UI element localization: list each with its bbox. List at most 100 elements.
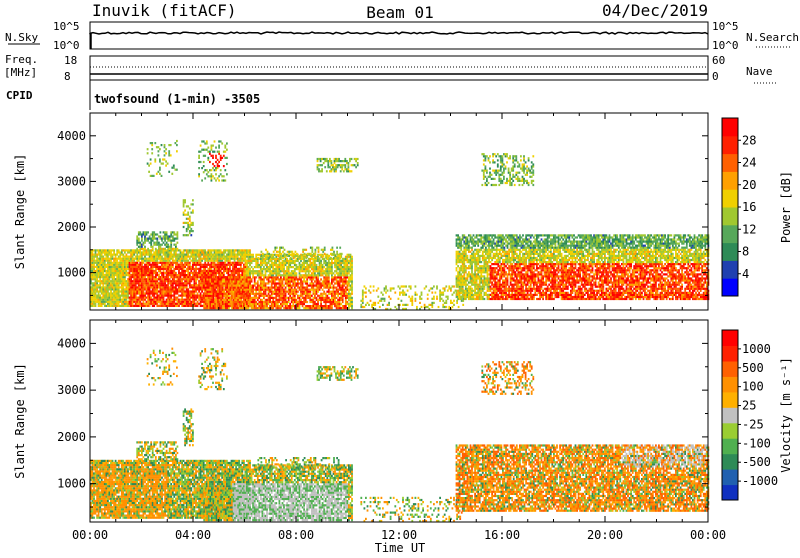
power-cell [181,262,183,264]
power-cell [351,301,353,303]
power-cell [263,291,265,293]
power-cell [161,244,163,246]
power-cell [221,256,223,258]
power-cell [246,285,248,287]
power-cell [303,276,305,278]
power-cell [136,254,138,256]
power-cell [255,272,257,274]
power-cell [314,270,316,272]
power-cell [166,274,168,276]
power-cell [262,272,264,274]
power-cell [211,291,213,293]
power-cell [153,272,155,274]
power-cell [112,297,114,299]
power-cell [198,175,200,177]
power-cell [228,297,230,299]
power-cell [334,295,336,297]
power-cell [296,272,298,274]
power-cell [238,254,240,256]
power-cell [149,235,151,237]
power-cell [139,251,141,253]
power-cell [126,299,128,301]
power-cell [246,262,248,264]
power-cell [149,276,151,278]
power-cell [328,276,330,278]
power-cell [311,266,313,268]
power-cell [351,262,353,264]
nave-label: Nave [746,65,773,78]
power-cell [170,231,172,233]
power-cell [334,303,336,305]
power-cell [149,262,151,264]
power-cell [197,295,199,297]
power-cell [297,303,299,305]
power-cell [232,274,234,276]
power-cell [95,274,97,276]
power-cell [173,301,175,303]
power-cell [311,255,313,257]
power-cell [331,262,333,264]
power-cell [159,173,161,175]
power-cell [200,268,202,270]
power-cell [149,238,151,240]
power-cell [95,249,97,251]
power-cell [337,291,339,293]
power-cell [122,272,124,274]
power-cell [342,295,344,297]
power-cell [126,297,128,299]
power-cell [239,289,241,291]
power-cell [187,256,189,258]
power-cell [149,278,151,280]
power-cell [214,278,216,280]
power-cell [170,244,172,246]
power-cell [258,297,260,299]
power-cell [239,278,241,280]
power-cell [122,282,124,284]
power-cell [190,303,192,305]
power-cell [135,270,137,272]
power-cell [208,307,210,309]
power-cell [187,288,189,290]
power-cell [153,280,155,282]
power-cell [135,251,137,253]
power-cell [313,287,315,289]
power-cell [311,280,313,282]
power-cell [311,278,313,280]
power-cell [166,258,168,260]
power-cell [339,257,341,259]
power-cell [246,278,248,280]
power-cell [222,287,224,289]
power-cell [201,264,203,266]
power-cell [175,286,177,288]
power-cell [151,142,153,144]
power-cell [331,301,333,303]
power-cell [166,238,168,240]
power-cell [236,280,238,282]
power-cell [260,295,262,297]
power-cell [177,235,179,237]
power-cell [279,301,281,303]
power-cell [272,268,274,270]
power-cell [98,284,100,286]
power-cell [175,272,177,274]
power-cell [126,266,128,268]
power-cell [183,251,185,253]
power-cell [283,268,285,270]
power-cell [115,288,117,290]
power-cell [118,274,120,276]
power-cell [160,266,162,268]
power-cell [314,262,316,264]
power-cell [173,165,175,167]
power-cell [262,264,264,266]
power-cell [215,254,217,256]
power-cell [198,290,200,292]
power-cell [340,303,342,305]
power-cell [317,274,319,276]
power-cell [314,297,316,299]
power-cell [214,287,216,289]
power-cell [139,286,141,288]
power-cell [300,282,302,284]
power-cell [190,305,192,307]
power-cell [143,272,145,274]
power-cell [153,242,155,244]
